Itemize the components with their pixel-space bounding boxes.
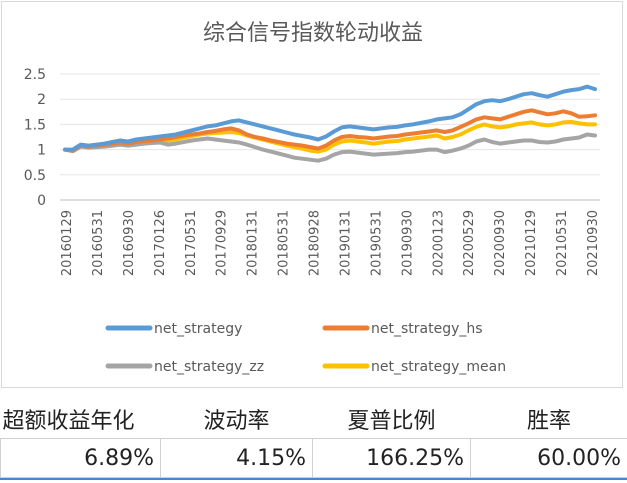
header-excess-return: 超额收益年化 [2, 409, 135, 434]
y-tick-label: 0.5 [24, 168, 46, 184]
x-tick-label: 20160930 [122, 210, 137, 276]
x-tick-label: 20160129 [60, 210, 75, 276]
series-line-net_strategy_hs [63, 108, 597, 153]
x-tick-label: 20170531 [184, 210, 199, 276]
value-excess-return: 6.89% [0, 438, 161, 478]
header-volatility: 波动率 [203, 409, 270, 434]
header-sharpe: 夏普比例 [347, 409, 436, 434]
x-tick-label: 20160531 [91, 210, 106, 276]
x-tick-label: 20190930 [400, 210, 415, 276]
legend-label-net_strategy_mean: net_strategy_mean [371, 359, 506, 375]
chart-area: 综合信号指数轮动收益 0 0.5 1 1.5 2 2.5 20160129 20160531… [1, 1, 623, 388]
x-tick-label: 20180928 [308, 210, 323, 276]
series-line-net_strategy [63, 84, 597, 152]
x-tick-label: 20190531 [369, 210, 384, 276]
y-tick-label: 1.5 [24, 117, 46, 133]
line-chart: 综合信号指数轮动收益 0 0.5 1 1.5 2 2.5 20160129 20160531… [24, 21, 601, 375]
stats-header-row: 超额收益年化 波动率 夏普比例 胜率 [1, 400, 627, 439]
y-tick-label: 2 [37, 92, 46, 108]
x-tick-label: 20200930 [493, 210, 508, 276]
legend-label-net_strategy: net_strategy [154, 321, 242, 337]
x-tick-label: 20200529 [462, 210, 477, 276]
y-tick-label: 2.5 [24, 67, 46, 83]
value-volatility: 4.15% [160, 438, 313, 478]
y-tick-label: 1 [37, 143, 46, 159]
y-tick-label: 0 [37, 193, 46, 209]
bottom-rule [0, 478, 627, 480]
stats-table: 超额收益年化 波动率 夏普比例 胜率 6.89% 4.15% 166.25% 6… [0, 400, 627, 478]
chart-title: 综合信号指数轮动收益 [203, 21, 423, 46]
x-tick-label: 20200123 [431, 210, 446, 276]
x-tick-label: 20180531 [277, 210, 292, 276]
x-tick-label: 20210129 [524, 210, 539, 276]
x-tick-label: 20170126 [153, 210, 168, 276]
series-line-net_strategy_zz [63, 132, 597, 163]
x-tick-label: 20210531 [555, 210, 570, 276]
x-tick-label: 20170929 [215, 210, 230, 276]
stats-value-row: 6.89% 4.15% 166.25% 60.00% [0, 438, 627, 478]
legend-label-net_strategy_hs: net_strategy_hs [371, 321, 483, 337]
value-sharpe: 166.25% [312, 438, 471, 478]
x-tick-label: 20180131 [246, 210, 261, 276]
header-win-rate: 胜率 [526, 409, 571, 434]
x-tick-label: 20210930 [586, 210, 601, 276]
x-tick-label: 20190131 [338, 210, 353, 276]
value-win-rate: 60.00% [470, 438, 627, 478]
legend-label-net_strategy_zz: net_strategy_zz [154, 359, 264, 375]
